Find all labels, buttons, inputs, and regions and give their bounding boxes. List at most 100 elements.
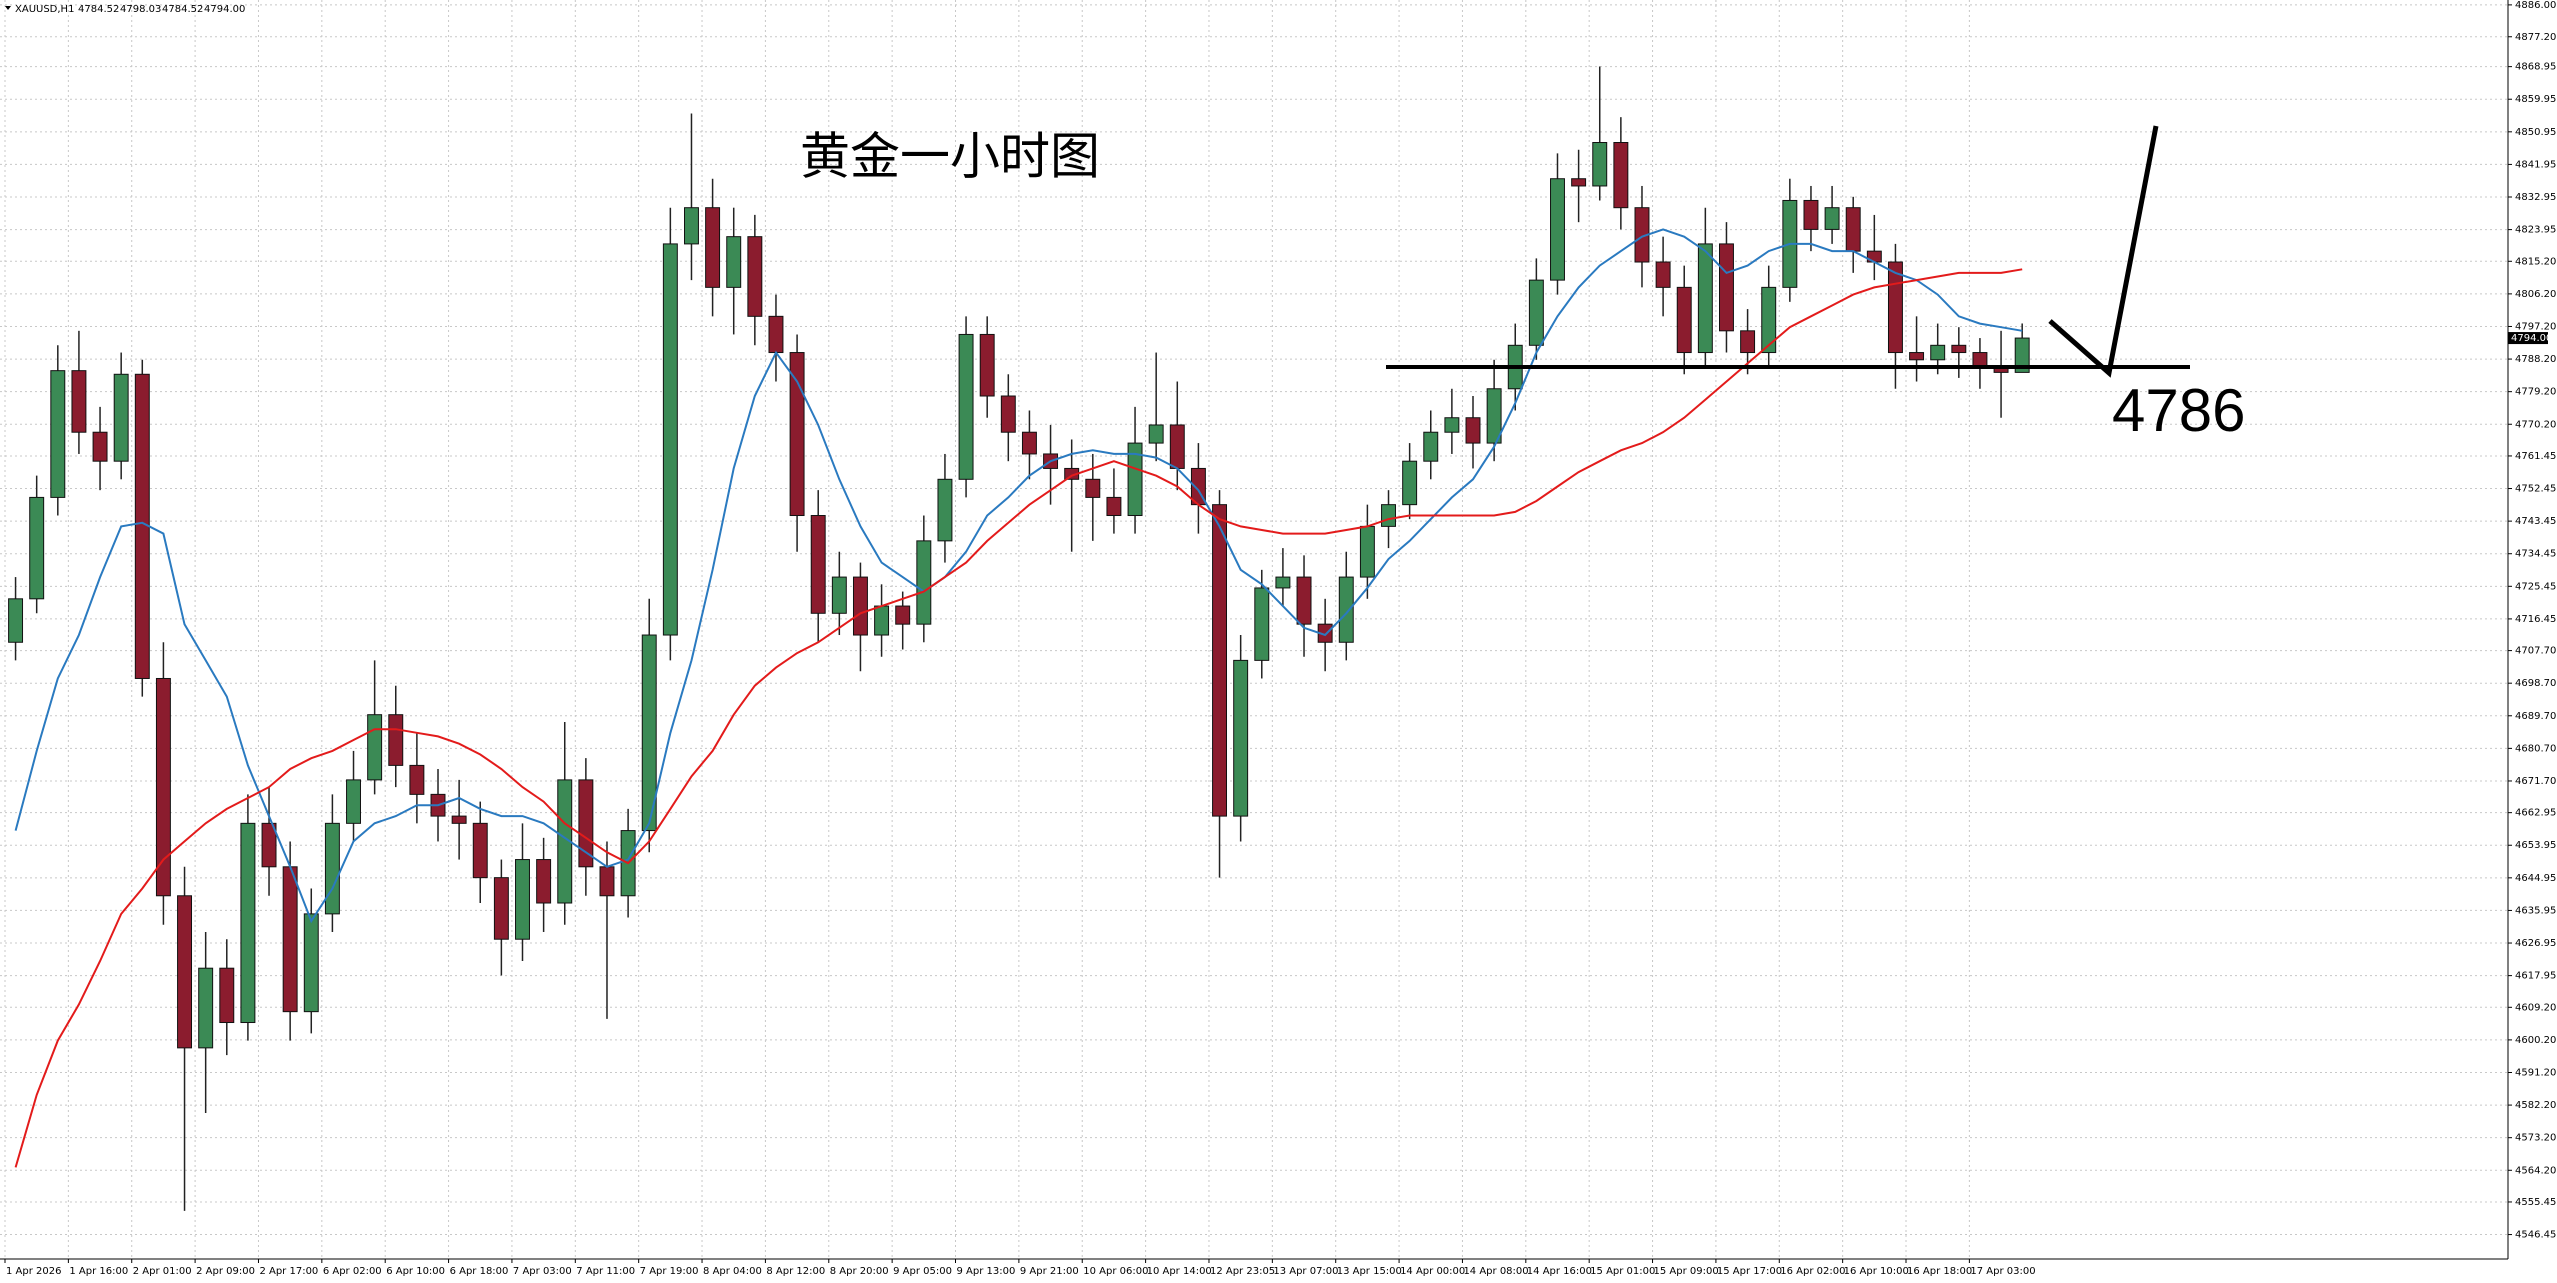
candle-body bbox=[113, 373, 129, 462]
candle-body bbox=[1106, 496, 1122, 517]
header-high: 4798.03 bbox=[120, 4, 161, 15]
y-tick-label: 4573.20 bbox=[2515, 1133, 2556, 1144]
candle-body bbox=[1930, 344, 1946, 361]
x-tick-label: 15 Apr 17:00 bbox=[1717, 1266, 1782, 1277]
candle-body bbox=[92, 431, 108, 462]
candle-body bbox=[451, 815, 467, 824]
candle-body bbox=[1528, 279, 1544, 346]
y-tick-label: 4609.20 bbox=[2515, 1002, 2556, 1013]
x-tick-label: 8 Apr 04:00 bbox=[703, 1266, 762, 1277]
x-tick-label: 6 Apr 18:00 bbox=[450, 1266, 509, 1277]
candle-body bbox=[958, 333, 974, 480]
candle-body bbox=[1909, 352, 1925, 361]
candle-body bbox=[367, 714, 383, 781]
x-tick-label: 2 Apr 17:00 bbox=[259, 1266, 318, 1277]
candle-body bbox=[1233, 659, 1249, 817]
x-tick-label: 15 Apr 01:00 bbox=[1590, 1266, 1655, 1277]
candle-body bbox=[1148, 424, 1164, 444]
candle-body bbox=[1021, 431, 1037, 455]
y-tick-label: 4617.95 bbox=[2515, 971, 2556, 982]
symbol: XAUUSD,H1 bbox=[15, 4, 74, 15]
candle-body bbox=[388, 714, 404, 766]
candle-body bbox=[1824, 207, 1840, 230]
candle-body bbox=[493, 877, 509, 940]
candle-body bbox=[324, 822, 340, 915]
candle-body bbox=[198, 967, 214, 1049]
y-tick-label: 4546.45 bbox=[2515, 1230, 2556, 1241]
y-tick-label: 4832.95 bbox=[2515, 192, 2556, 203]
candle-body bbox=[937, 478, 953, 542]
candle-body bbox=[1465, 417, 1481, 444]
y-tick-label: 4752.45 bbox=[2515, 484, 2556, 495]
candle-body bbox=[8, 598, 24, 643]
grid bbox=[0, 0, 2508, 1259]
candle-body bbox=[599, 866, 615, 897]
candle-body bbox=[1803, 199, 1819, 230]
candle-body bbox=[768, 315, 784, 354]
x-tick-label: 10 Apr 06:00 bbox=[1083, 1266, 1148, 1277]
x-tick-label: 10 Apr 14:00 bbox=[1147, 1266, 1212, 1277]
candle-body bbox=[1127, 442, 1143, 517]
candle-body bbox=[1402, 460, 1418, 506]
x-tick-label: 9 Apr 13:00 bbox=[957, 1266, 1016, 1277]
x-tick-label: 15 Apr 09:00 bbox=[1654, 1266, 1719, 1277]
candle-body bbox=[472, 822, 488, 879]
candle-body bbox=[874, 605, 890, 636]
candle-body bbox=[1338, 576, 1354, 643]
y-tick-label: 4600.20 bbox=[2515, 1035, 2556, 1046]
y-tick-label: 4761.45 bbox=[2515, 451, 2556, 462]
candle-body bbox=[1592, 142, 1608, 187]
candle-body bbox=[641, 634, 657, 832]
candle-body bbox=[1169, 424, 1185, 469]
candle-body bbox=[662, 243, 678, 636]
candle-body bbox=[515, 859, 530, 940]
header-open: 4784.52 bbox=[78, 4, 119, 15]
candle-body bbox=[1212, 504, 1228, 817]
candle-body bbox=[282, 866, 298, 1013]
y-tick-label: 4689.70 bbox=[2515, 711, 2556, 722]
x-tick-label: 7 Apr 03:00 bbox=[513, 1266, 572, 1277]
candle-body bbox=[1655, 261, 1671, 288]
candle-body bbox=[916, 540, 932, 625]
candle-body bbox=[1550, 178, 1565, 281]
candle-body bbox=[2014, 337, 2030, 373]
x-tick-label: 13 Apr 07:00 bbox=[1273, 1266, 1338, 1277]
y-tick-label: 4886.00 bbox=[2515, 0, 2556, 11]
y-tick-label: 4725.45 bbox=[2515, 581, 2556, 592]
moving-average bbox=[14, 228, 2023, 924]
y-tick-label: 4635.95 bbox=[2515, 905, 2556, 916]
candle-body bbox=[346, 779, 361, 824]
y-tick-label: 4823.95 bbox=[2515, 225, 2556, 236]
candle-body bbox=[1296, 576, 1312, 625]
x-tick-label: 16 Apr 10:00 bbox=[1844, 1266, 1909, 1277]
price-tag-label: 4794.00 bbox=[2511, 333, 2552, 344]
support-label: 4786 bbox=[2112, 377, 2245, 444]
candle-body bbox=[789, 352, 805, 517]
y-tick-label: 4734.45 bbox=[2515, 549, 2556, 560]
y-tick-label: 4850.95 bbox=[2515, 127, 2556, 138]
x-tick-label: 2 Apr 01:00 bbox=[133, 1266, 192, 1277]
header-icon bbox=[5, 6, 11, 10]
header-low: 4784.52 bbox=[162, 4, 203, 15]
x-tick-label: 8 Apr 20:00 bbox=[830, 1266, 889, 1277]
candle-body bbox=[684, 207, 699, 245]
candle-body bbox=[726, 236, 742, 288]
candle-body bbox=[71, 370, 87, 433]
x-tick-label: 6 Apr 10:00 bbox=[386, 1266, 445, 1277]
candle-body bbox=[1359, 525, 1375, 578]
price-tag bbox=[2508, 332, 2548, 345]
candle-body bbox=[1381, 504, 1396, 527]
candle-body bbox=[219, 967, 235, 1024]
y-tick-label: 4626.95 bbox=[2515, 938, 2556, 949]
x-tick-label: 12 Apr 23:05 bbox=[1210, 1266, 1275, 1277]
x-tick-label: 16 Apr 02:00 bbox=[1780, 1266, 1845, 1277]
x-tick-label: 14 Apr 16:00 bbox=[1527, 1266, 1592, 1277]
y-tick-label: 4815.20 bbox=[2515, 256, 2556, 267]
candle-body bbox=[1000, 395, 1016, 433]
x-tick-label: 13 Apr 15:00 bbox=[1337, 1266, 1402, 1277]
y-tick-label: 4591.20 bbox=[2515, 1067, 2556, 1078]
candle-body bbox=[1676, 286, 1692, 354]
y-tick-label: 4788.20 bbox=[2515, 354, 2556, 365]
candle-body bbox=[1972, 352, 1988, 368]
